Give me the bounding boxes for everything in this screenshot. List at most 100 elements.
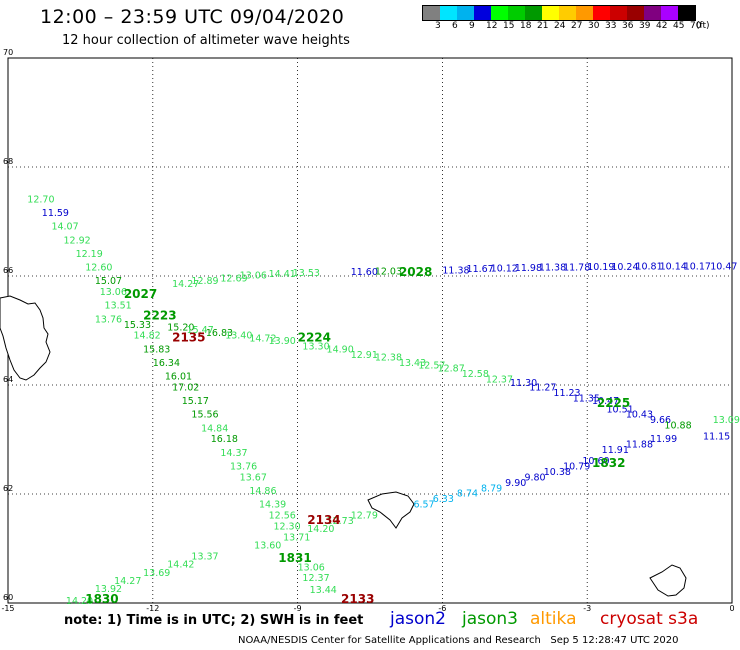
wave-height-label: 14.20 [66, 596, 93, 607]
pass-time-label: 2028 [399, 265, 432, 279]
wave-height-label: 13.06 [298, 562, 325, 573]
colorbar-label: 9 [469, 21, 475, 31]
wave-height-label: 15.20 [167, 323, 194, 334]
wave-height-label: 12.87 [438, 363, 465, 374]
map-title: 12:00 – 23:59 UTC 09/04/2020 [40, 6, 345, 28]
wave-height-label: 12.56 [269, 511, 296, 522]
track-2224: 13.51 13.76 15.33 15.2015.4716.8313.4014.72… [95, 301, 730, 443]
pass-time-label: 2133 [341, 592, 374, 606]
latitude-tick-label: 66 [3, 266, 13, 275]
wave-height-label: 12.69 [220, 273, 247, 284]
wave-height-label: 14.82 [133, 331, 160, 342]
faroe-islands [367, 491, 415, 529]
colorbar-swatch [542, 6, 559, 20]
wave-height-label: 14.27 [114, 576, 141, 587]
wave-height-label: 13.30 [302, 342, 329, 353]
colorbar-label: 30 [588, 21, 600, 31]
colorbar-label: 70 [690, 21, 702, 31]
wave-height-label: 15.33 [124, 320, 151, 331]
lat-lon-grid: -15 -12 -9 -6 -3 0 70 68 66 64 62 60 [1, 48, 734, 613]
pass-time-label: 1832 [592, 456, 625, 470]
wave-height-label: 10.14 [660, 261, 687, 272]
latitude-tick-label: 70 [3, 48, 13, 57]
wave-height-label: 14.20 [307, 524, 334, 535]
wave-height-label: 10.79 [563, 461, 590, 472]
wave-height-label: 11.59 [42, 208, 69, 219]
colorbar-label: 12 [486, 21, 498, 31]
colorbar-label: 24 [554, 21, 566, 31]
wave-height-label: 11.38 [539, 263, 566, 274]
wave-height-label: 14.86 [249, 486, 276, 497]
wave-height-label: 12.89 [191, 276, 218, 287]
wave-height-label: 13.51 [105, 301, 132, 312]
wave-height-label: 9.66 [650, 415, 671, 426]
wave-height-label: 15.17 [182, 396, 209, 407]
wave-height-label: 13.53 [293, 268, 320, 279]
latitude-tick-label: 62 [3, 484, 13, 493]
colorbar-labels: 3 6 9 12 15 18 21 24 27 30 33 36 39 42 45 70 (ft) [422, 21, 740, 35]
colorbar-label: 36 [622, 21, 634, 31]
pass-time-label: 2224 [298, 330, 331, 344]
wave-height-label: 13.67 [240, 472, 267, 483]
wave-height-label: 14.42 [167, 560, 194, 571]
satellite-altika: altika [530, 609, 577, 629]
colorbar-label: 39 [639, 21, 651, 31]
satellite-cryosat-s3a: cryosat s3a [600, 609, 699, 629]
colorbar-swatch [593, 6, 610, 20]
wave-height-label: 11.78 [563, 263, 590, 274]
wave-height-label: 11.27 [529, 382, 556, 393]
shetland-islands [649, 564, 687, 597]
colorbar-label: 21 [537, 21, 549, 31]
wave-height-label: 11.67 [467, 264, 494, 275]
pass-time-label: 2027 [124, 287, 157, 301]
wave-height-label: 12.91 [351, 350, 378, 361]
wave-height-label: 13.09 [713, 415, 740, 426]
wave-height-label: 14.39 [259, 500, 286, 511]
wave-height-label: 6.33 [433, 494, 454, 505]
wave-height-label: 16.83 [206, 328, 233, 339]
wave-height-label: 10.60 [582, 456, 609, 467]
wave-height-label: 12.19 [76, 249, 103, 260]
wave-height-label: 15.47 [187, 325, 214, 336]
pass-time-label: 2225 [597, 396, 630, 410]
wave-height-label: 14.90 [327, 344, 354, 355]
wave-height-label: 11.30 [510, 378, 537, 389]
colorbar-label: 42 [656, 21, 668, 31]
wave-height-label: 11.23 [553, 388, 580, 399]
wave-height-label: 10.81 [635, 261, 662, 272]
wave-height-label: 12.58 [462, 369, 489, 380]
colorbar-swatch [440, 6, 457, 20]
wave-height-label: 11.15 [703, 432, 730, 443]
colorbar-swatch [627, 6, 644, 20]
wave-height-label: 14.84 [201, 423, 228, 434]
wave-height-label: 15.56 [191, 410, 218, 421]
wave-height-label: 12.73 [327, 516, 354, 527]
colorbar-label: (ft) [696, 21, 710, 31]
wave-height-label: 10.19 [587, 262, 614, 273]
satellite-jason3: jason3 [462, 609, 518, 629]
longitude-tick-label: -9 [294, 604, 302, 613]
colorbar-label: 3 [435, 21, 441, 31]
wave-height-label: 11.91 [602, 445, 629, 456]
colorbar-swatch [491, 6, 508, 20]
wave-height-label: 16.01 [165, 372, 192, 383]
pass-time-label: 1830 [85, 592, 118, 606]
footer-note: note: 1) Time is in UTC; 2) SWH is in fe… [64, 613, 364, 628]
colorbar-swatch [576, 6, 593, 20]
wave-height-colorbar [422, 5, 696, 21]
wave-height-label: 13.43 [399, 358, 426, 369]
wave-height-label: 11.99 [650, 434, 677, 445]
wave-height-label: 8.79 [481, 483, 502, 494]
pass-time-label: 2134 [307, 513, 340, 527]
wave-height-label: 10.51 [607, 404, 634, 415]
wave-height-label: 13.76 [95, 314, 122, 325]
colorbar-swatch [423, 6, 440, 20]
colorbar-label: 18 [520, 21, 532, 31]
latitude-tick-label: 68 [3, 157, 13, 166]
wave-height-label: 12.38 [375, 352, 402, 363]
wave-height-label: 11.35 [573, 393, 600, 404]
footer-credit: NOAA/NESDIS Center for Satellite Applica… [238, 635, 679, 646]
wave-height-label: 11.60 [351, 267, 378, 278]
wave-height-label: 13.06 [240, 271, 267, 282]
